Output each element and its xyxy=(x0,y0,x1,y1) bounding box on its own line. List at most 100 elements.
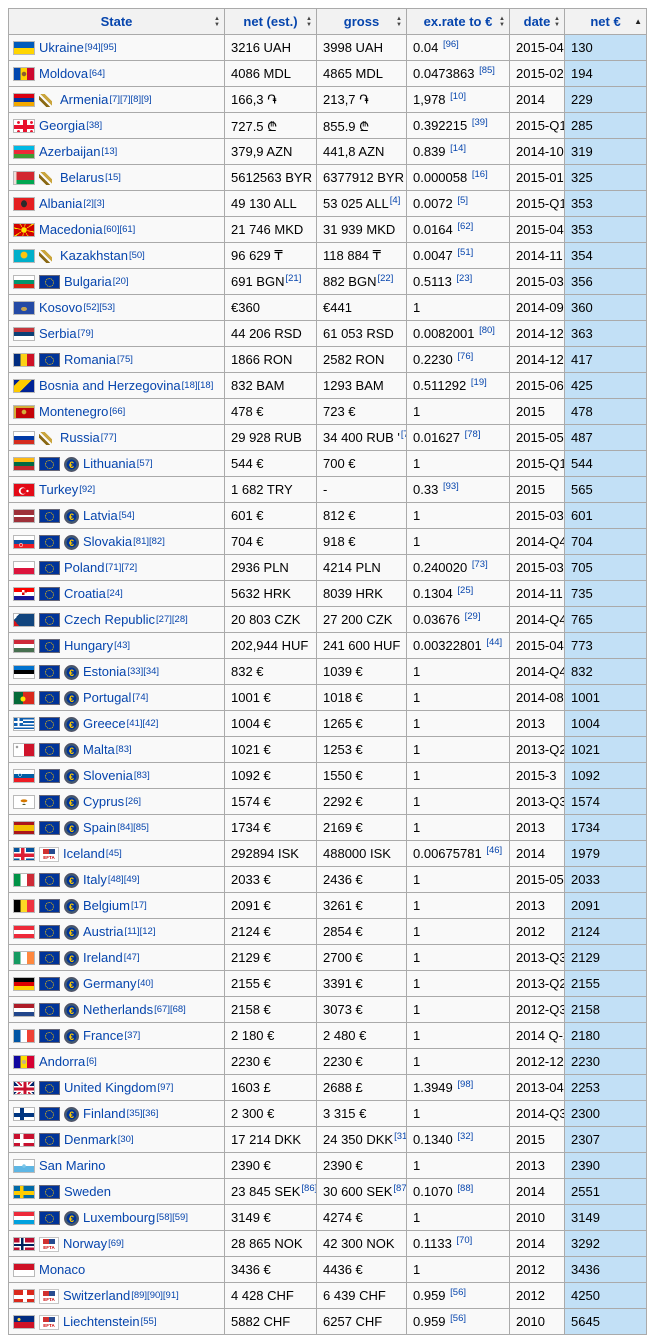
reference-link[interactable]: [98] xyxy=(457,1078,474,1090)
table-row: Germany[40] 2155 € 3391 € 1 2013-Q2 2155 xyxy=(8,970,647,997)
sort-icon[interactable] xyxy=(554,16,560,28)
country-link[interactable]: San Marino xyxy=(39,1158,106,1173)
country-link[interactable]: Turkey xyxy=(39,482,79,497)
country-link[interactable]: Russia xyxy=(60,430,100,445)
eu-icon xyxy=(39,1185,60,1200)
reference-link[interactable]: [4] xyxy=(389,194,401,206)
country-link[interactable]: Croatia xyxy=(64,586,106,601)
country-link[interactable]: Spain xyxy=(83,820,117,835)
country-link[interactable]: Malta xyxy=(83,742,115,757)
country-link[interactable]: Portugal xyxy=(83,690,132,705)
reference-link[interactable]: [93] xyxy=(442,480,459,492)
country-link[interactable]: Kosovo xyxy=(39,300,83,315)
sort-icon[interactable] xyxy=(214,16,220,28)
reference-link[interactable]: [96] xyxy=(442,38,459,50)
country-link[interactable]: Cyprus xyxy=(83,794,125,809)
sort-icon[interactable] xyxy=(396,16,402,28)
country-link[interactable]: Luxembourg xyxy=(83,1210,156,1225)
country-link[interactable]: Slovenia xyxy=(83,768,133,783)
country-link[interactable]: Bosnia and Herzegovina xyxy=(39,378,181,393)
country-link[interactable]: Hungary xyxy=(64,638,114,653)
reference-link[interactable]: [23] xyxy=(456,272,473,284)
reference-link[interactable]: [56] xyxy=(450,1286,467,1298)
reference-link[interactable]: [32] xyxy=(457,1130,474,1142)
country-link[interactable]: Switzerland xyxy=(63,1288,131,1303)
reference-link[interactable]: [76] xyxy=(457,350,474,362)
country-link[interactable]: Belgium xyxy=(83,898,130,913)
reference-link[interactable]: [46] xyxy=(486,844,503,856)
sort-icon[interactable] xyxy=(634,18,642,26)
country-link[interactable]: Poland xyxy=(64,560,105,575)
reference-link[interactable]: [10] xyxy=(450,90,467,102)
reference-link[interactable]: [88] xyxy=(457,1182,474,1194)
country-link[interactable]: Estonia xyxy=(83,664,127,679)
reference-link[interactable]: [39] xyxy=(471,116,488,128)
reference-link[interactable]: [87] xyxy=(393,1182,407,1194)
reference-link[interactable]: [5] xyxy=(457,194,468,206)
country-link[interactable]: Serbia xyxy=(39,326,77,341)
reference-link[interactable]: [86] xyxy=(301,1182,317,1194)
column-header[interactable]: net (est.) xyxy=(224,8,317,35)
country-link[interactable]: Lithuania xyxy=(83,456,136,471)
country-link[interactable]: Kazakhstan xyxy=(60,248,128,263)
reference-link[interactable]: [62] xyxy=(457,220,474,232)
country-link[interactable]: Armenia xyxy=(60,92,109,107)
reference-link[interactable]: [70] xyxy=(456,1234,473,1246)
country-link[interactable]: Monaco xyxy=(39,1262,86,1277)
country-link[interactable]: Romania xyxy=(64,352,117,367)
reference-link[interactable]: [80] xyxy=(479,324,495,336)
reference-link[interactable]: [16] xyxy=(471,168,488,180)
country-link[interactable]: Moldova xyxy=(39,66,89,81)
country-link[interactable]: Denmark xyxy=(64,1132,117,1147)
column-header[interactable]: net € xyxy=(564,8,647,35)
country-link[interactable]: Georgia xyxy=(39,118,86,133)
country-link[interactable]: Belarus xyxy=(60,170,105,185)
column-header[interactable]: date xyxy=(509,8,565,35)
reference-link[interactable]: [29] xyxy=(464,610,481,622)
country-link[interactable]: Finland xyxy=(83,1106,126,1121)
country-link[interactable]: Macedonia xyxy=(39,222,103,237)
country-link[interactable]: Liechtenstein xyxy=(63,1314,140,1329)
sort-icon[interactable] xyxy=(306,16,312,28)
country-link[interactable]: France xyxy=(83,1028,124,1043)
state-cell: Andorra [6] xyxy=(8,1048,225,1075)
country-link[interactable]: Norway xyxy=(63,1236,108,1251)
country-link[interactable]: Austria xyxy=(83,924,124,939)
country-link[interactable]: Ukraine xyxy=(39,40,84,55)
net-euro-cell: 356 xyxy=(564,268,647,295)
country-link[interactable]: Slovakia xyxy=(83,534,133,549)
country-link[interactable]: Latvia xyxy=(83,508,118,523)
reference-link[interactable]: [77] xyxy=(400,428,406,440)
country-link[interactable]: Montenegro xyxy=(39,404,109,419)
sort-icon[interactable] xyxy=(499,16,505,28)
country-link[interactable]: Azerbaijan xyxy=(39,144,101,159)
country-link[interactable]: Netherlands xyxy=(83,1002,154,1017)
country-link[interactable]: Germany xyxy=(83,976,137,991)
country-link[interactable]: Ireland xyxy=(83,950,123,965)
reference-link[interactable]: [85] xyxy=(479,64,495,76)
reference-link[interactable]: [14] xyxy=(450,142,467,154)
reference-link[interactable]: [73] xyxy=(471,558,488,570)
country-link[interactable]: Italy xyxy=(83,872,107,887)
reference-link[interactable]: [51] xyxy=(457,246,474,258)
reference-link[interactable]: [19] xyxy=(470,376,487,388)
country-link[interactable]: Czech Republic xyxy=(64,612,156,627)
cis-icon xyxy=(39,250,52,264)
reference-link[interactable]: [44] xyxy=(486,636,503,648)
column-header[interactable]: State xyxy=(8,8,225,35)
country-link[interactable]: Greece xyxy=(83,716,126,731)
country-link[interactable]: United Kingdom xyxy=(64,1080,157,1095)
reference-link[interactable]: [78] xyxy=(464,428,481,440)
reference-link[interactable]: [56] xyxy=(450,1312,467,1324)
column-header[interactable]: gross xyxy=(316,8,407,35)
column-header[interactable]: ex.rate to € xyxy=(406,8,510,35)
country-link[interactable]: Sweden xyxy=(64,1184,111,1199)
reference-link[interactable]: [25] xyxy=(457,584,474,596)
country-link[interactable]: Iceland xyxy=(63,846,105,861)
reference-link[interactable]: [21] xyxy=(285,272,302,284)
country-link[interactable]: Albania xyxy=(39,196,83,211)
reference-link[interactable]: [22] xyxy=(377,272,394,284)
reference-link[interactable]: [31] xyxy=(394,1130,405,1142)
country-link[interactable]: Bulgaria xyxy=(64,274,112,289)
country-link[interactable]: Andorra xyxy=(39,1054,86,1069)
